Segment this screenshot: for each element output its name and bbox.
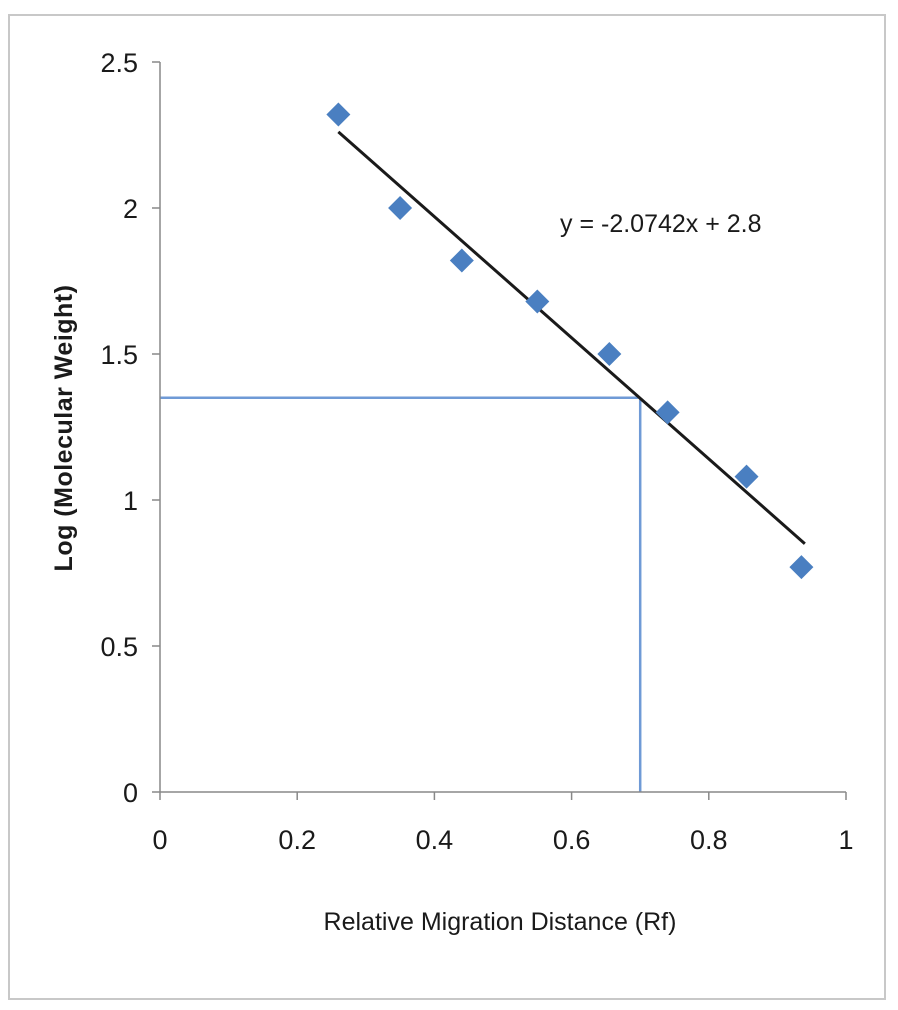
y-tick-label: 0.5: [100, 632, 138, 662]
y-tick-label: 2: [123, 194, 138, 224]
reference-lines: [160, 396, 642, 792]
x-tick-label: 1: [838, 825, 853, 855]
data-point: [734, 464, 759, 489]
chart-labels: y = -2.0742x + 2.8 Relative Migration Di…: [50, 210, 762, 936]
trendline-group: [337, 130, 806, 545]
data-point: [388, 196, 413, 220]
x-tick-label: 0.8: [690, 825, 728, 855]
y-tick-label: 2.5: [100, 48, 138, 78]
y-axis-title: Log (Molecular Weight): [50, 285, 78, 572]
chart-frame: [8, 14, 886, 1000]
data-point: [597, 342, 622, 366]
y-tick-label: 0: [123, 778, 138, 808]
trendline: [337, 130, 806, 545]
x-tick-label: 0.2: [278, 825, 316, 855]
data-point: [449, 248, 474, 273]
trendline-equation: y = -2.0742x + 2.8: [560, 210, 762, 238]
x-tick-label: 0.6: [553, 825, 591, 855]
data-point: [789, 555, 814, 580]
x-tick-label: 0.4: [416, 825, 454, 855]
x-axis-title: Relative Migration Distance (Rf): [324, 908, 677, 936]
y-tick-label: 1.5: [100, 340, 138, 370]
axes: 0 0.2 0.4 0.6 0.8 1 0 0.5 1 1.5 2 2.5: [100, 48, 853, 855]
data-points: [326, 102, 814, 580]
data-point: [525, 289, 550, 314]
data-point: [655, 400, 680, 425]
x-tick-label: 0: [152, 825, 167, 855]
y-tick-label: 1: [123, 486, 138, 516]
data-point: [326, 102, 351, 127]
